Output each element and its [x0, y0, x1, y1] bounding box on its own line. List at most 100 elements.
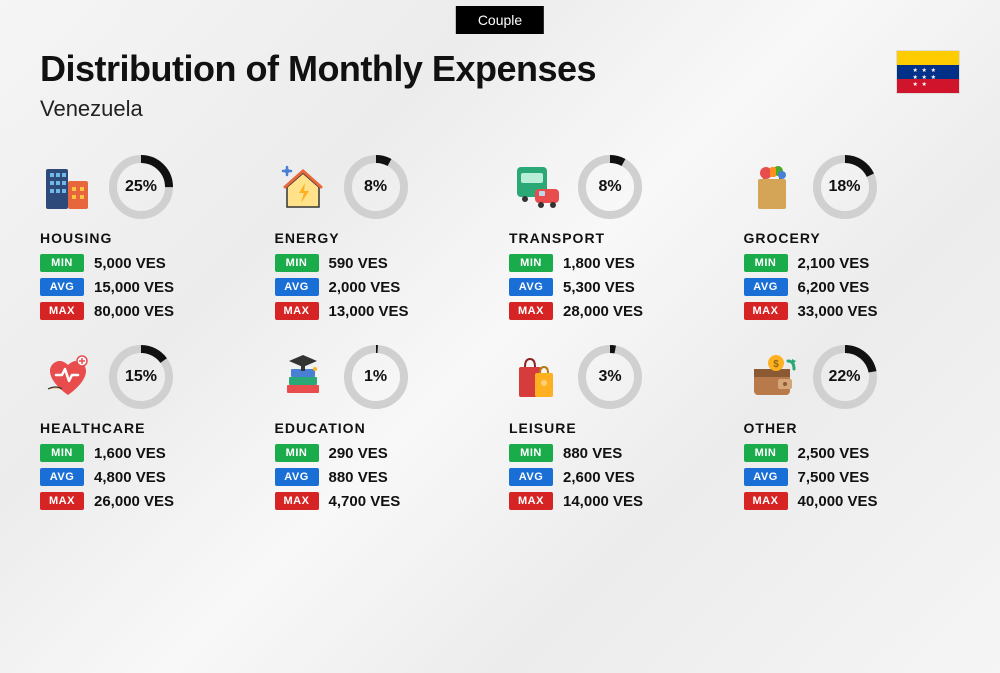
avg-value: 4,800 VES [94, 469, 166, 486]
category-card-energy: 8% ENERGY MIN590 VES AVG 2,000 VES MAX13,000 … [275, 154, 492, 320]
min-tag: MIN [275, 444, 319, 462]
avg-row: AVG 2,600 VES [509, 468, 726, 486]
min-tag: MIN [509, 254, 553, 272]
min-value: 2,500 VES [798, 445, 870, 462]
max-row: MAX 4,700 VES [275, 492, 492, 510]
page-title: Distribution of Monthly Expenses [40, 48, 960, 90]
header: Distribution of Monthly Expenses Venezue… [0, 0, 1000, 130]
max-value: 13,000 VES [329, 303, 409, 320]
min-value: 880 VES [563, 445, 622, 462]
percent-label: 15% [108, 344, 174, 410]
max-row: MAX33,000 VES [744, 302, 961, 320]
avg-tag: AVG [275, 468, 319, 486]
avg-value: 5,300 VES [563, 279, 635, 296]
max-tag: MAX [275, 492, 319, 510]
category-name: HOUSING [40, 230, 257, 246]
max-tag: MAX [744, 302, 788, 320]
max-row: MAX 80,000 VES [40, 302, 257, 320]
category-name: GROCERY [744, 230, 961, 246]
avg-row: AVG 4,800 VES [40, 468, 257, 486]
bus-car-icon [509, 159, 565, 215]
avg-row: AVG 880 VES [275, 468, 492, 486]
min-row: MIN 290 VES [275, 444, 492, 462]
category-card-grocery: 18% GROCERY MIN2,100 VES AVG 6,200 VES MAX33,… [744, 154, 961, 320]
graduation-books-icon [275, 349, 331, 405]
category-card-housing: 25%HOUSINGMIN5,000 VESAVG15,000 VESMAX80… [40, 154, 257, 320]
avg-tag: AVG [40, 468, 84, 486]
percent-donut: 1% [343, 344, 409, 410]
percent-donut: 22% [812, 344, 878, 410]
avg-row: AVG5,300 VES [509, 278, 726, 296]
min-tag: MIN [40, 444, 84, 462]
avg-value: 2,000 VES [329, 279, 401, 296]
country-subtitle: Venezuela [40, 96, 960, 122]
percent-donut: 8% [577, 154, 643, 220]
svg-text:$: $ [773, 359, 779, 370]
category-card-education: 1% EDUCATION MIN 290 VES AVG 880 VES MAX 4,700 … [275, 344, 492, 510]
min-row: MIN1,600 VES [40, 444, 257, 462]
venezuela-flag-icon: ★ ★ ★ ★ ★ ★ ★ ★ [896, 50, 960, 94]
percent-donut: 15% [108, 344, 174, 410]
healthcare-heart-icon [40, 349, 96, 405]
category-card-leisure: 3% LEISURE MIN880 VES AVG 2,600 VES MAX 14,000… [509, 344, 726, 510]
category-card-healthcare: 15% HEALTHCARE MIN1,600 VES AVG 4,800 VES MAX… [40, 344, 257, 510]
max-value: 80,000 VES [94, 303, 174, 320]
max-value: 28,000 VES [563, 303, 643, 320]
buildings-icon [40, 159, 96, 215]
category-name: TRANSPORT [509, 230, 726, 246]
avg-value: 2,600 VES [563, 469, 635, 486]
percent-donut: 25% [108, 154, 174, 220]
category-name: EDUCATION [275, 420, 492, 436]
avg-row: AVG7,500 VES [744, 468, 961, 486]
avg-row: AVG15,000 VES [40, 278, 257, 296]
max-tag: MAX [509, 492, 553, 510]
max-value: 14,000 VES [563, 493, 643, 510]
min-value: 2,100 VES [798, 255, 870, 272]
max-row: MAX13,000 VES [275, 302, 492, 320]
category-name: HEALTHCARE [40, 420, 257, 436]
percent-label: 25% [108, 154, 174, 220]
category-card-transport: 8% TRANSPORT MIN 1,800 VES AVG5,300 VES MAX 28… [509, 154, 726, 320]
avg-tag: AVG [744, 278, 788, 296]
min-value: 1,800 VES [563, 255, 635, 272]
avg-tag: AVG [275, 278, 319, 296]
wallet-icon: $ [744, 349, 800, 405]
max-row: MAX40,000 VES [744, 492, 961, 510]
max-row: MAX 14,000 VES [509, 492, 726, 510]
max-value: 40,000 VES [798, 493, 878, 510]
max-tag: MAX [40, 302, 84, 320]
max-tag: MAX [40, 492, 84, 510]
percent-label: 3% [577, 344, 643, 410]
min-row: MIN880 VES [509, 444, 726, 462]
avg-value: 6,200 VES [798, 279, 870, 296]
percent-label: 8% [577, 154, 643, 220]
category-name: ENERGY [275, 230, 492, 246]
min-row: MIN590 VES [275, 254, 492, 272]
min-value: 290 VES [329, 445, 388, 462]
max-row: MAX 28,000 VES [509, 302, 726, 320]
percent-label: 8% [343, 154, 409, 220]
category-name: LEISURE [509, 420, 726, 436]
avg-value: 15,000 VES [94, 279, 174, 296]
max-tag: MAX [509, 302, 553, 320]
avg-tag: AVG [509, 468, 553, 486]
avg-value: 880 VES [329, 469, 388, 486]
shopping-bags-icon [509, 349, 565, 405]
percent-donut: 3% [577, 344, 643, 410]
min-row: MIN 2,500 VES [744, 444, 961, 462]
percent-label: 18% [812, 154, 878, 220]
min-row: MIN2,100 VES [744, 254, 961, 272]
grocery-bag-icon [744, 159, 800, 215]
min-tag: MIN [275, 254, 319, 272]
percent-label: 22% [812, 344, 878, 410]
min-tag: MIN [744, 444, 788, 462]
category-card-other: $22%OTHERMIN2,500 VESAVG7,500 VESMAX40,0… [744, 344, 961, 510]
energy-house-icon [275, 159, 331, 215]
max-value: 4,700 VES [329, 493, 401, 510]
categories-grid: 25%HOUSINGMIN5,000 VESAVG15,000 VESMAX80… [0, 130, 1000, 530]
max-row: MAX26,000 VES [40, 492, 257, 510]
avg-row: AVG 6,200 VES [744, 278, 961, 296]
avg-value: 7,500 VES [798, 469, 870, 486]
min-value: 5,000 VES [94, 255, 166, 272]
percent-donut: 18% [812, 154, 878, 220]
